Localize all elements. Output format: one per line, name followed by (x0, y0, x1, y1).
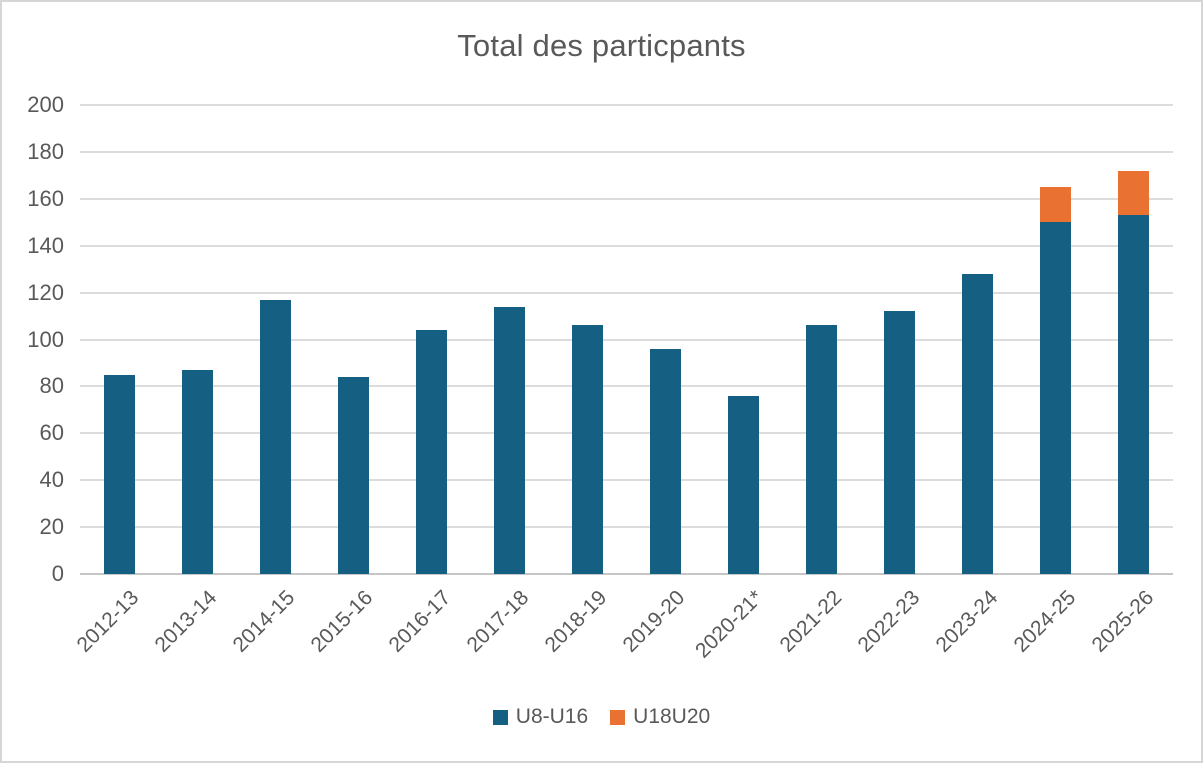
gridline (80, 432, 1173, 435)
bar-segment-u8-u16[interactable] (103, 374, 135, 574)
bar-segment-u18u20[interactable] (1118, 170, 1150, 216)
y-axis-tick-label: 80 (39, 373, 64, 399)
y-axis-tick-label: 20 (39, 514, 64, 540)
gridline (80, 479, 1173, 482)
x-axis-tick-label: 2025-26 (1087, 586, 1159, 657)
x-axis-tick-label: 2020-21* (691, 586, 768, 663)
bar-segment-u8-u16[interactable] (415, 330, 447, 574)
bar-segment-u8-u16[interactable] (259, 299, 291, 574)
bar-segment-u8-u16[interactable] (806, 325, 838, 574)
chart-title: Total des particpants (457, 28, 746, 63)
gridline (80, 197, 1173, 200)
gridline (80, 104, 1173, 106)
bar-segment-u8-u16[interactable] (181, 370, 213, 574)
bar-segment-u8-u16[interactable] (884, 311, 916, 574)
bar-segment-u8-u16[interactable] (1040, 222, 1072, 574)
x-axis-tick-label: 2017-18 (462, 586, 534, 657)
legend-label: U18U20 (633, 705, 711, 728)
y-axis-tick-label: 140 (27, 232, 64, 258)
plot-area (80, 104, 1173, 575)
x-axis-tick-label: 2016-17 (384, 586, 456, 657)
x-axis-tick-label: 2024-25 (1009, 586, 1081, 657)
gridline (80, 526, 1173, 529)
y-axis-tick-label: 0 (51, 561, 64, 586)
legend-swatch-icon (492, 709, 508, 725)
gridline (80, 338, 1173, 341)
y-axis-tick-label: 40 (39, 467, 64, 493)
bar-segment-u8-u16[interactable] (728, 395, 760, 574)
y-axis-tick-label: 160 (27, 185, 64, 211)
legend-item-u8-u16[interactable]: U8-U16 (492, 705, 589, 729)
bar-segment-u18u20[interactable] (1040, 187, 1072, 223)
legend: U8-U16 U18U20 (2, 705, 1201, 729)
y-axis-tick-label: 120 (27, 279, 64, 305)
bar-segment-u8-u16[interactable] (571, 325, 603, 574)
bar-segment-u8-u16[interactable] (337, 377, 369, 574)
legend-label: U8-U16 (515, 705, 589, 728)
x-axis-tick-label: 2013-14 (150, 586, 222, 657)
x-axis-tick-label: 2019-20 (619, 586, 690, 657)
y-axis-tick-label: 180 (27, 138, 64, 164)
bar-segment-u8-u16[interactable] (1118, 215, 1150, 574)
x-axis-tick-label: 2012-13 (72, 586, 144, 657)
x-axis-tick-label: 2014-15 (228, 586, 300, 657)
x-axis-tick-label: 2018-19 (540, 586, 612, 657)
x-axis-tick-label: 2023-24 (931, 586, 1003, 657)
y-axis-tick-label: 200 (27, 92, 64, 117)
bar-segment-u8-u16[interactable] (493, 306, 525, 574)
x-axis-tick-label: 2015-16 (306, 586, 378, 657)
gridline (80, 291, 1173, 294)
bar-segment-u8-u16[interactable] (962, 273, 994, 574)
y-axis-tick-label: 100 (27, 326, 64, 352)
gridline (80, 385, 1173, 388)
legend-item-u18u20[interactable]: U18U20 (610, 705, 710, 729)
y-axis-tick-label: 60 (39, 420, 64, 446)
gridline (80, 150, 1173, 153)
gridline (80, 244, 1173, 247)
gridline (80, 573, 1173, 575)
legend-swatch-icon (610, 709, 626, 725)
x-axis-tick-label: 2021-22 (775, 586, 846, 657)
x-axis-tick-label: 2022-23 (853, 586, 925, 657)
bar-segment-u8-u16[interactable] (650, 348, 682, 574)
